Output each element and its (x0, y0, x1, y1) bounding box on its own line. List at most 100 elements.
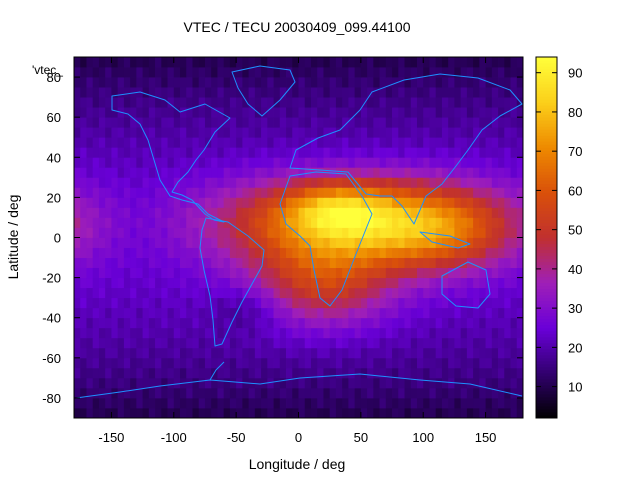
heat-cell (385, 67, 393, 78)
heat-cell (323, 97, 331, 108)
heat-cell (392, 347, 399, 359)
colorbar-segment (536, 93, 557, 97)
heat-cell (261, 387, 268, 399)
heat-cell (335, 107, 343, 118)
heat-cell (198, 237, 206, 248)
heat-cell (516, 247, 524, 258)
heat-cell (148, 107, 156, 118)
heat-cell (130, 317, 137, 329)
heat-cell (429, 227, 437, 238)
heat-cell (335, 217, 343, 228)
heat-cell (130, 247, 137, 258)
heat-cell (329, 297, 337, 309)
heat-cell (192, 267, 200, 279)
heat-cell (292, 337, 299, 349)
heat-cell (479, 327, 486, 339)
heat-cell (180, 77, 187, 88)
heat-cell (392, 107, 399, 118)
heat-cell (155, 117, 162, 128)
heat-cell (317, 377, 324, 389)
heat-cell (435, 127, 443, 138)
heat-cell (329, 207, 337, 218)
heat-cell (180, 407, 187, 419)
heat-cell (329, 407, 337, 419)
heat-cell (123, 177, 131, 188)
heat-cell (317, 257, 324, 268)
heat-cell (167, 257, 175, 268)
heat-cell (354, 287, 362, 299)
heat-cell (267, 77, 274, 88)
heat-cell (410, 397, 418, 409)
heat-cell (204, 247, 212, 258)
heat-cell (236, 287, 243, 299)
heat-cell (111, 337, 119, 349)
heat-cell (491, 157, 499, 168)
heat-cell (74, 357, 81, 369)
heat-cell (460, 97, 468, 108)
heat-cell (273, 387, 281, 399)
heat-cell (435, 177, 443, 188)
heat-cell (136, 217, 143, 228)
heat-cell (498, 177, 505, 188)
heat-cell (186, 97, 193, 108)
heat-cell (261, 347, 268, 359)
heat-cell (448, 107, 455, 118)
heat-cell (342, 337, 349, 349)
heat-cell (261, 97, 268, 108)
heat-cell (223, 187, 231, 198)
heat-cell (435, 207, 443, 218)
heat-cell (211, 347, 218, 359)
heat-cell (398, 247, 405, 258)
heat-cell (248, 267, 256, 279)
heat-cell (441, 67, 449, 78)
colorbar-segment (536, 324, 557, 329)
heat-cell (223, 267, 231, 279)
heat-cell (335, 367, 343, 379)
heatmap-grid (74, 57, 524, 419)
heat-cell (398, 97, 405, 108)
coastline-africa (279, 171, 373, 307)
heat-cell (416, 327, 424, 339)
heat-cell (292, 257, 299, 268)
heat-cell (373, 127, 380, 138)
heat-cell (286, 317, 293, 329)
colorbar-segment (536, 186, 557, 190)
heat-cell (329, 97, 337, 108)
heat-cell (180, 67, 187, 78)
heat-cell (192, 237, 200, 248)
colorbar-segment (536, 108, 557, 112)
heat-cell (516, 157, 524, 168)
heat-cell (410, 387, 418, 399)
heat-cell (379, 197, 387, 208)
colorbar-segment (536, 75, 557, 79)
heat-cell (416, 347, 424, 359)
heat-cell (329, 357, 337, 369)
heat-cell (460, 117, 468, 128)
heat-cell (242, 227, 250, 238)
heat-cell (261, 367, 268, 379)
heat-cell (123, 267, 131, 279)
heat-cell (398, 397, 405, 409)
heat-cell (510, 317, 518, 329)
heat-cell (460, 167, 468, 178)
heat-cell (485, 137, 493, 148)
heat-cell (273, 227, 281, 238)
heat-cell (148, 297, 156, 309)
heat-cell (360, 167, 368, 178)
heat-cell (80, 317, 87, 329)
heat-cell (279, 107, 287, 118)
colorbar-segment (536, 192, 557, 196)
heat-cell (348, 267, 356, 279)
heat-cell (236, 367, 243, 379)
heat-cell (342, 247, 349, 258)
heat-cell (167, 237, 175, 248)
heat-cell (254, 337, 262, 349)
heat-cell (173, 197, 181, 208)
colorbar-segment (536, 303, 557, 308)
heat-cell (441, 227, 449, 238)
heat-cell (248, 97, 256, 108)
heat-cell (466, 377, 474, 389)
heat-cell (111, 327, 119, 339)
heat-cell (211, 327, 218, 339)
